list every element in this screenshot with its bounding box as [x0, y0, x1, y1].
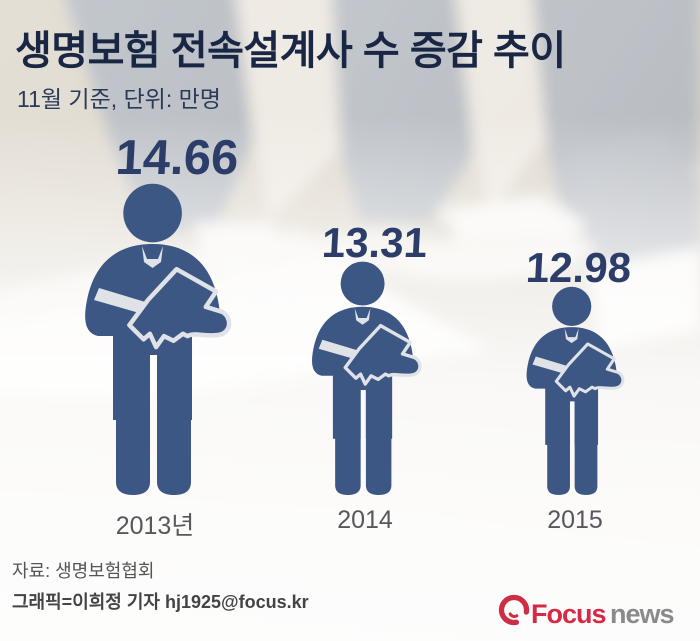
svg-text:news: news [610, 599, 674, 629]
svg-text:Focus: Focus [531, 599, 606, 629]
